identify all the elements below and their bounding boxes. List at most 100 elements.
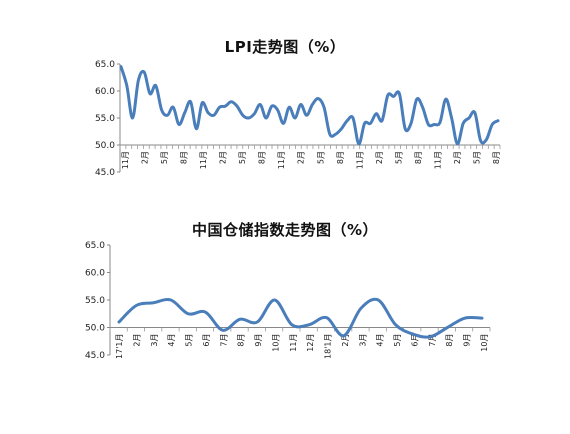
- data-point: [375, 113, 377, 115]
- series-line: [117, 297, 484, 339]
- x-tick-label: 5月: [393, 334, 402, 347]
- data-point: [369, 122, 371, 124]
- data-point: [195, 128, 197, 130]
- data-point: [446, 326, 449, 329]
- x-tick-label: 2月: [141, 151, 150, 164]
- data-point: [387, 94, 389, 96]
- x-tick-label: 11月: [433, 151, 442, 169]
- data-point: [222, 329, 224, 331]
- x-tick-label: 8月: [492, 151, 501, 164]
- y-tick-label: 45.0: [95, 168, 115, 178]
- x-tick-label: 11月: [355, 151, 364, 169]
- data-point: [118, 321, 120, 323]
- x-tick-label: 11月: [199, 151, 208, 169]
- x-tick-label: 11月: [289, 334, 298, 352]
- x-tick-label: 17'1月: [115, 334, 124, 359]
- data-point: [291, 324, 293, 326]
- data-point: [265, 117, 267, 119]
- x-tick-label: 7月: [219, 334, 228, 347]
- data-point: [271, 105, 273, 107]
- data-point: [308, 324, 310, 326]
- x-tick-label: 8月: [445, 334, 454, 347]
- data-point: [311, 103, 313, 106]
- x-tick-label: 5月: [316, 151, 325, 164]
- data-point: [230, 101, 232, 103]
- data-point: [242, 114, 244, 116]
- data-point: [184, 112, 186, 114]
- x-tick-label: 3月: [150, 334, 159, 347]
- data-point: [170, 299, 172, 301]
- data-point: [259, 103, 261, 106]
- data-point: [360, 307, 362, 309]
- data-point: [256, 321, 258, 323]
- data-point: [213, 114, 215, 116]
- data-point: [340, 128, 342, 130]
- x-tick-label: 6月: [202, 334, 211, 347]
- data-point: [480, 140, 482, 142]
- x-tick-label: 3月: [358, 334, 367, 347]
- x-tick-label: 6月: [410, 334, 419, 347]
- x-tick-label: 11月: [121, 151, 130, 169]
- data-point: [398, 93, 400, 95]
- x-tick-label: 10月: [480, 334, 489, 352]
- data-point: [325, 317, 328, 319]
- data-point: [427, 123, 429, 126]
- x-tick-label: 2月: [375, 151, 384, 164]
- y-tick-label: 55.0: [85, 296, 105, 306]
- data-point: [219, 106, 221, 108]
- x-tick-label: 2月: [453, 151, 462, 164]
- data-point: [404, 128, 406, 130]
- x-tick-label: 2月: [297, 151, 306, 164]
- data-point: [462, 122, 464, 124]
- x-tick-label: 7月: [428, 334, 437, 347]
- data-point: [300, 103, 302, 106]
- data-point: [410, 122, 412, 124]
- data-point: [248, 117, 250, 119]
- data-point: [364, 122, 366, 124]
- data-point: [381, 120, 383, 122]
- data-point: [416, 98, 418, 100]
- warehouse-chart-svg: 65.0 60.0 55.0 50.0 45.0 17'1月 2月 3月 4月 5月 6月 7月 8月 9…: [85, 241, 491, 361]
- data-point: [335, 133, 337, 135]
- chart-title: 中国仓储指数走势图（%）: [191, 221, 379, 239]
- data-point: [294, 117, 296, 119]
- series-line: [119, 65, 500, 146]
- data-point: [178, 123, 180, 126]
- x-tick-label: 8月: [258, 151, 267, 164]
- data-point: [143, 71, 145, 73]
- data-point: [207, 112, 209, 114]
- x-tick-label: 5月: [394, 151, 403, 164]
- y-tick-label: 55.0: [95, 114, 115, 124]
- x-tick-label: 9月: [463, 334, 472, 347]
- data-point: [137, 79, 139, 81]
- y-tick-label: 50.0: [85, 324, 105, 334]
- data-point: [464, 317, 466, 319]
- lpi-chart: LPI走势图（%） 65.0 60.0 55.0 50.0 45.0 11月 2月 5月 8月 1…: [0, 0, 570, 215]
- data-point: [190, 101, 192, 103]
- data-point: [468, 117, 470, 119]
- data-point: [152, 302, 155, 304]
- data-point: [346, 120, 348, 122]
- data-point: [224, 105, 226, 107]
- data-point: [253, 113, 255, 115]
- data-point: [343, 335, 345, 337]
- data-point: [239, 318, 241, 320]
- data-point: [377, 299, 379, 301]
- data-point: [282, 122, 284, 124]
- x-tick-label: 4月: [167, 334, 176, 347]
- data-point: [491, 123, 493, 126]
- data-point: [288, 106, 290, 108]
- data-point: [201, 102, 203, 104]
- data-point: [456, 143, 458, 145]
- x-tick-label: 8月: [237, 334, 246, 347]
- data-point: [394, 324, 397, 326]
- x-tick-label: 18'1月: [324, 334, 333, 359]
- data-point: [422, 106, 424, 108]
- data-point: [120, 66, 122, 68]
- data-point: [412, 333, 414, 335]
- data-point: [149, 93, 151, 95]
- x-tick-label: 10月: [271, 334, 280, 352]
- data-point: [323, 106, 325, 108]
- y-tick-label: 60.0: [95, 87, 115, 97]
- data-point: [317, 97, 319, 100]
